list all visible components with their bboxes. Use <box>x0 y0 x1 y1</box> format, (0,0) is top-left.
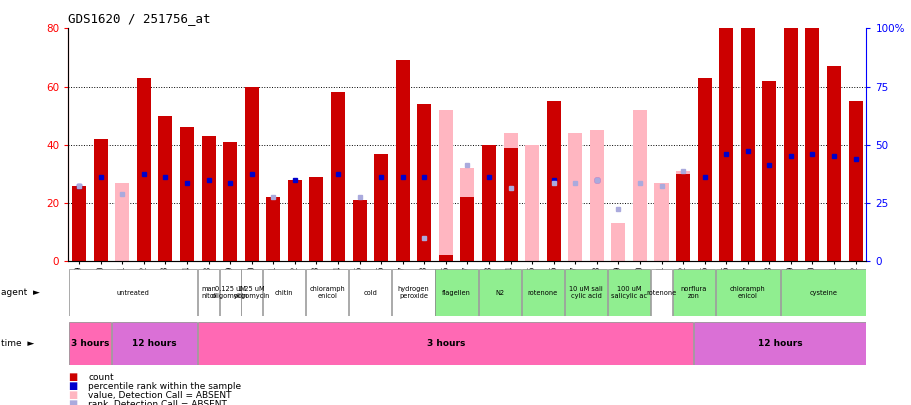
Bar <box>262 269 305 316</box>
Text: untreated: untreated <box>117 290 149 296</box>
Bar <box>672 269 714 316</box>
Text: value, Detection Call = ABSENT: value, Detection Call = ABSENT <box>88 391 231 400</box>
Bar <box>309 177 323 261</box>
Text: 12 hours: 12 hours <box>132 339 177 348</box>
Text: 100 uM
salicylic ac: 100 uM salicylic ac <box>610 286 647 299</box>
Text: cold: cold <box>363 290 377 296</box>
Bar <box>460 197 474 261</box>
Bar <box>783 28 797 261</box>
Bar <box>610 224 625 261</box>
Text: N2: N2 <box>495 290 504 296</box>
Text: GDS1620 / 251756_at: GDS1620 / 251756_at <box>68 12 210 25</box>
Bar <box>244 87 259 261</box>
Bar <box>72 185 87 261</box>
Text: ■: ■ <box>68 373 77 382</box>
Bar <box>589 130 603 261</box>
Bar <box>201 136 215 261</box>
Bar <box>438 110 453 261</box>
Text: man
nitol: man nitol <box>201 286 216 299</box>
Text: flagellen: flagellen <box>442 290 471 296</box>
Bar <box>654 183 668 261</box>
Bar <box>478 269 520 316</box>
Bar <box>417 104 431 261</box>
Bar <box>675 174 690 261</box>
Bar <box>309 177 323 261</box>
Bar <box>780 269 865 316</box>
Bar <box>137 78 150 261</box>
Text: time  ►: time ► <box>1 339 34 348</box>
Bar <box>198 322 692 364</box>
Bar <box>632 110 646 261</box>
Bar <box>546 101 560 261</box>
Bar <box>179 127 194 261</box>
Bar <box>675 171 690 261</box>
Bar <box>460 168 474 261</box>
Bar <box>68 269 197 316</box>
Text: 0.125 uM
oligomycin: 0.125 uM oligomycin <box>211 286 248 299</box>
Text: 1.25 uM
oligomycin: 1.25 uM oligomycin <box>233 286 270 299</box>
Bar <box>715 269 779 316</box>
Bar <box>435 269 477 316</box>
Bar <box>223 142 237 261</box>
Bar <box>306 269 348 316</box>
Bar <box>220 269 241 316</box>
Bar <box>847 101 862 261</box>
Bar <box>331 92 344 261</box>
Bar <box>395 60 409 261</box>
Text: rank, Detection Call = ABSENT: rank, Detection Call = ABSENT <box>88 400 227 405</box>
Bar <box>115 183 129 261</box>
Bar <box>266 197 280 261</box>
Bar <box>72 185 87 261</box>
Bar <box>68 322 111 364</box>
Text: agent  ►: agent ► <box>1 288 40 297</box>
Bar <box>417 252 431 261</box>
Bar <box>288 192 302 261</box>
Bar <box>564 269 607 316</box>
Bar <box>719 14 732 261</box>
Bar <box>438 256 453 261</box>
Bar <box>568 133 581 261</box>
Bar <box>608 269 650 316</box>
Bar <box>94 139 107 261</box>
Bar <box>503 133 517 261</box>
Bar <box>740 28 754 261</box>
Text: chitin: chitin <box>274 290 293 296</box>
Bar <box>826 66 840 261</box>
Bar <box>198 269 219 316</box>
Bar <box>693 322 865 364</box>
Bar <box>481 145 496 261</box>
Bar <box>112 322 197 364</box>
Text: hydrogen
peroxide: hydrogen peroxide <box>397 286 429 299</box>
Text: 3 hours: 3 hours <box>426 339 465 348</box>
Text: chloramph
enicol: chloramph enicol <box>309 286 344 299</box>
Text: ■: ■ <box>68 390 77 400</box>
Text: chloramph
enicol: chloramph enicol <box>729 286 765 299</box>
Text: ■: ■ <box>68 399 77 405</box>
Bar <box>353 200 366 261</box>
Bar <box>374 153 388 261</box>
Text: rotenone: rotenone <box>646 290 676 296</box>
Text: 12 hours: 12 hours <box>757 339 802 348</box>
Bar <box>159 116 172 261</box>
Bar <box>521 269 563 316</box>
Bar <box>241 269 261 316</box>
Bar <box>503 148 517 261</box>
Text: percentile rank within the sample: percentile rank within the sample <box>88 382 241 391</box>
Bar <box>697 78 711 261</box>
Bar <box>349 269 391 316</box>
Bar <box>525 145 538 261</box>
Bar <box>288 180 302 261</box>
Text: norflura
zon: norflura zon <box>680 286 706 299</box>
Bar <box>804 23 819 261</box>
Text: ■: ■ <box>68 382 77 391</box>
Bar <box>392 269 435 316</box>
Text: 3 hours: 3 hours <box>71 339 109 348</box>
Bar <box>353 200 366 261</box>
Text: 10 uM sali
cylic acid: 10 uM sali cylic acid <box>568 286 602 299</box>
Text: cysteine: cysteine <box>808 290 836 296</box>
Text: count: count <box>88 373 114 382</box>
Bar <box>762 81 775 261</box>
Bar <box>650 269 671 316</box>
Text: rotenone: rotenone <box>527 290 558 296</box>
